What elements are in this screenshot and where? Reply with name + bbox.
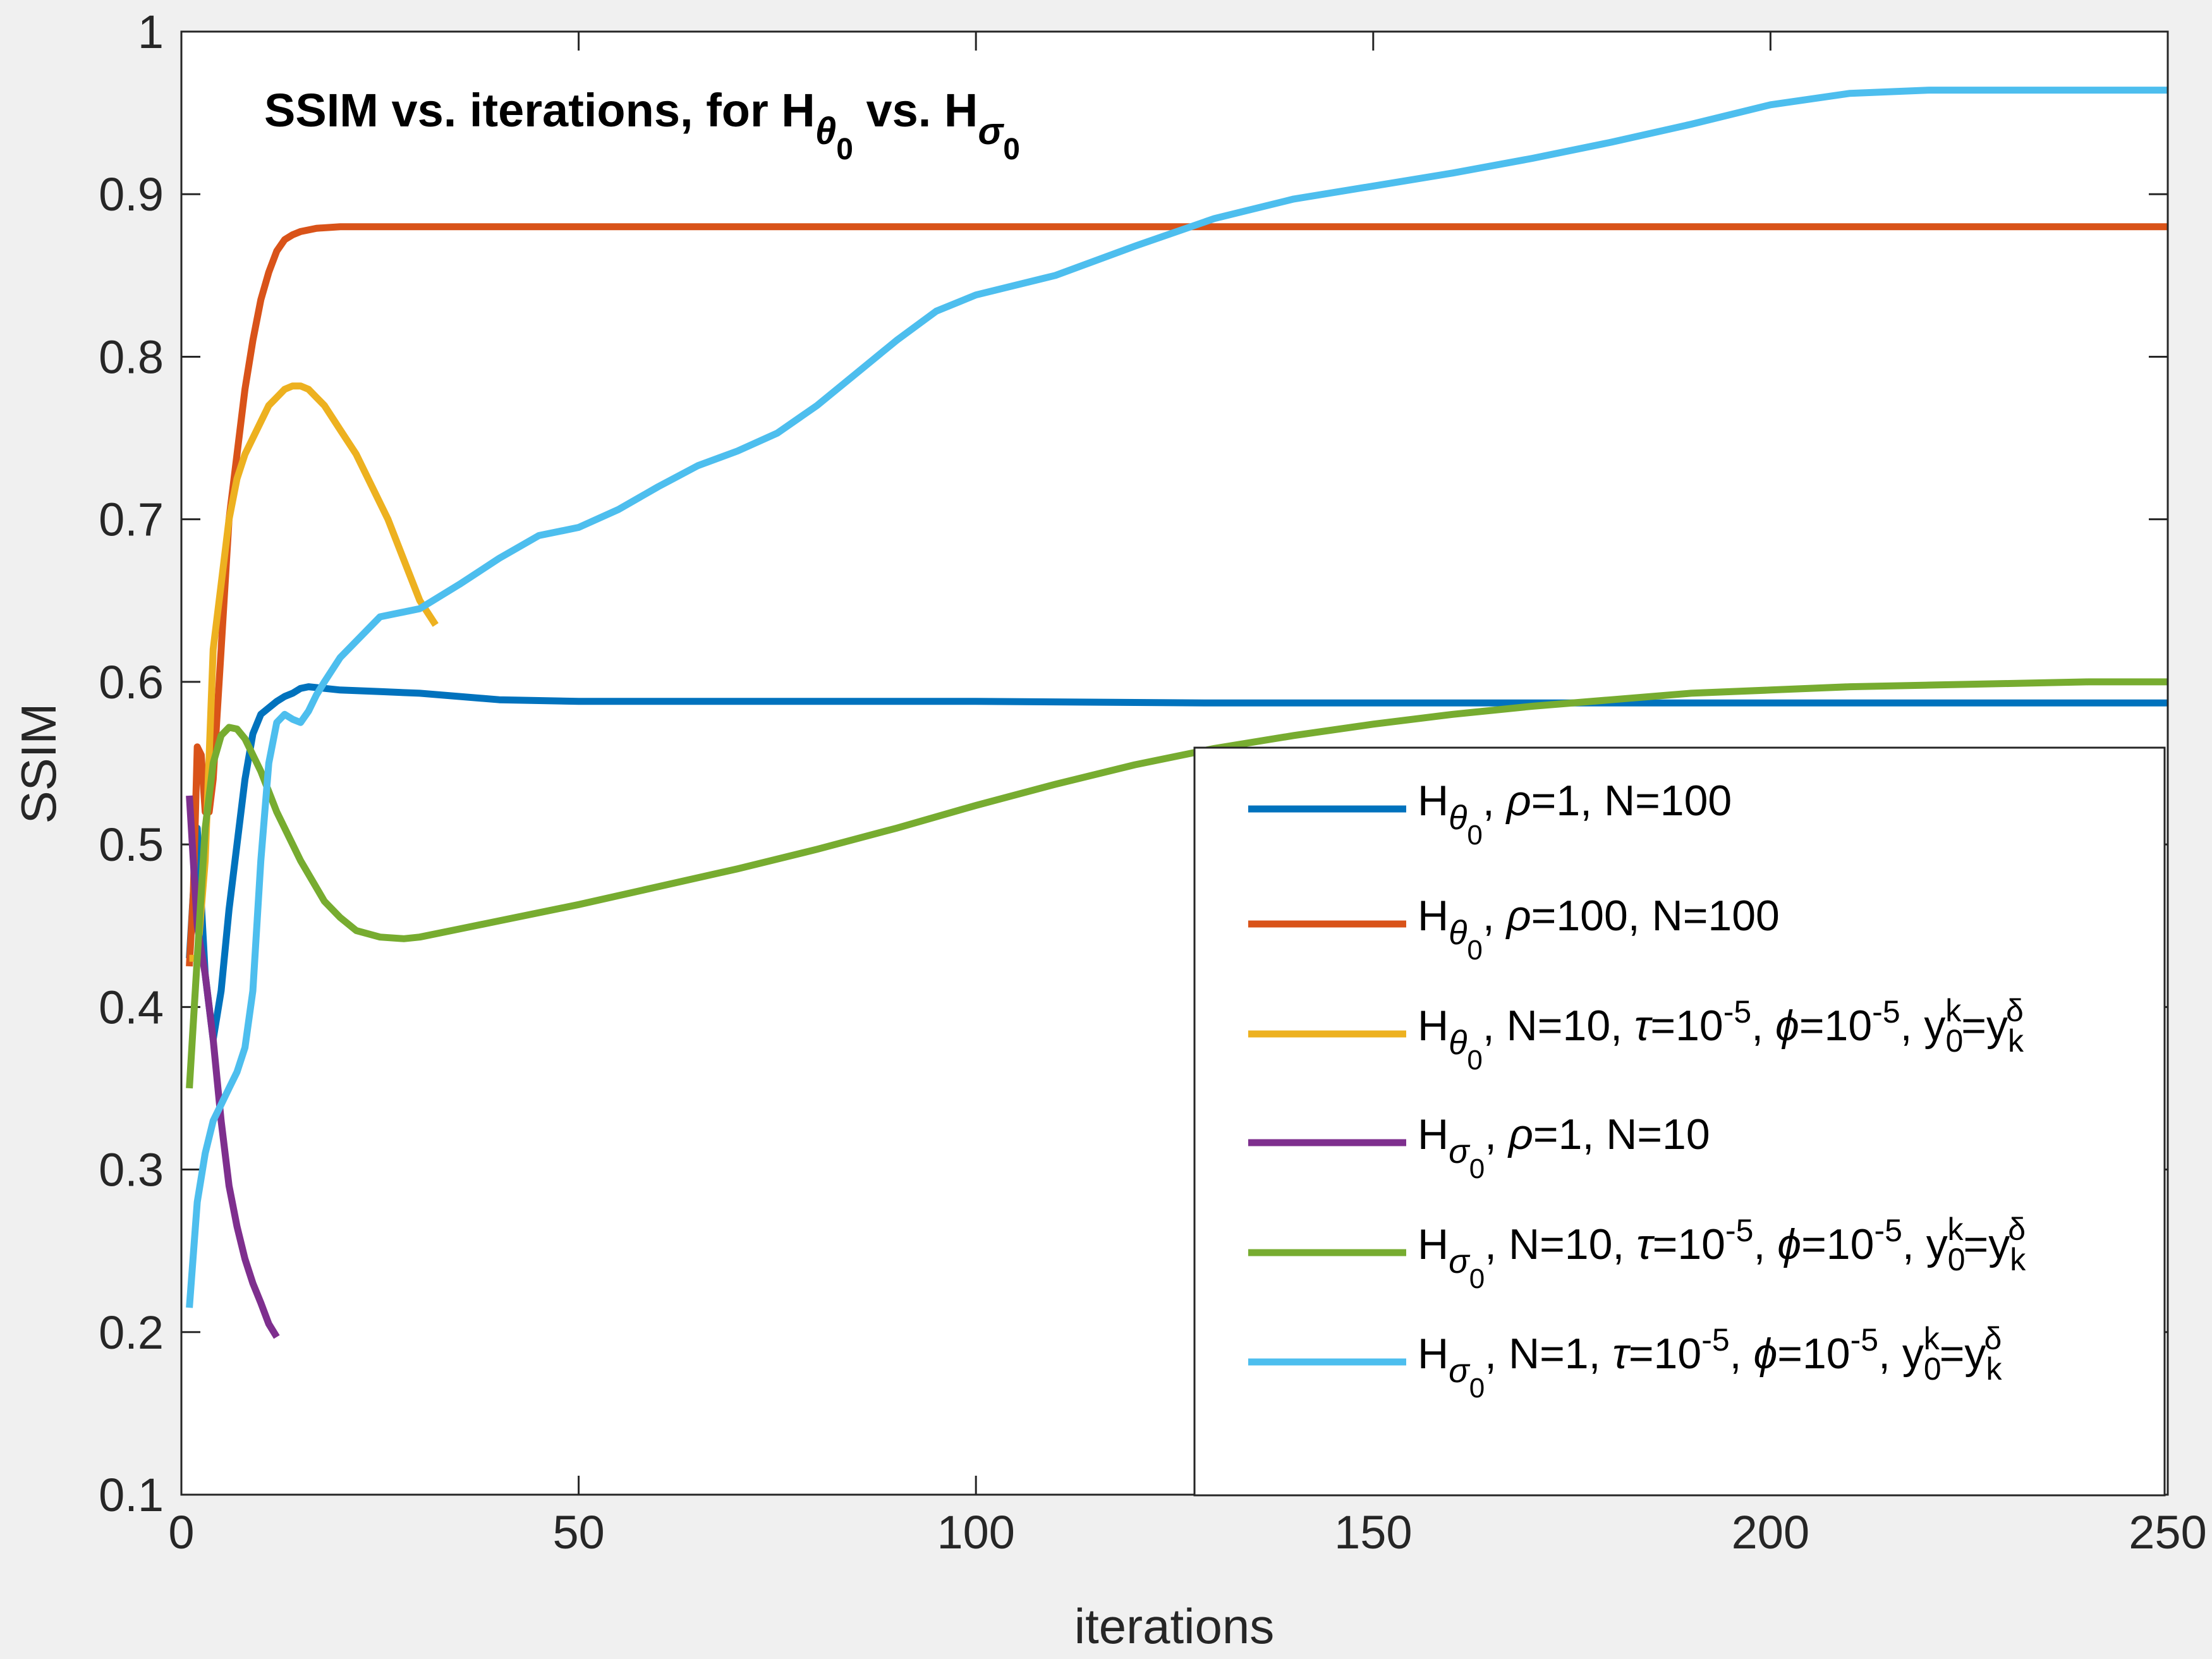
- y-tick-label: 0.4: [99, 981, 164, 1033]
- y-tick-label: 0.7: [99, 494, 164, 546]
- title-middle: vs. H: [853, 84, 978, 137]
- legend-label-1: Hθ0, ρ=1, N=100: [1418, 777, 1732, 851]
- title-prefix: SSIM vs. iterations, for H: [264, 84, 815, 137]
- y-tick-label: 0.1: [99, 1469, 164, 1521]
- y-tick-label: 0.8: [99, 331, 164, 383]
- y-tick-label: 1: [138, 6, 164, 58]
- legend-label-6: Hσ0, N=1, τ=10-5, ϕ=10-5, y0k=ykδ: [1418, 1321, 2002, 1404]
- y-axis: 0.1 0.2 0.3 0.4 0.5 0.6 0.7 0.8 0.9 1: [99, 6, 2168, 1521]
- series-line-3: [189, 382, 439, 962]
- x-tick-label: 50: [552, 1506, 604, 1559]
- y-tick-label: 0.3: [99, 1144, 164, 1196]
- x-tick-label: 0: [168, 1506, 194, 1559]
- legend-box: [1193, 746, 2166, 1497]
- series-line-1: [186, 683, 2168, 1043]
- series-line-6: [186, 87, 2168, 1308]
- legend-label-2: Hθ0, ρ=100, N=100: [1418, 892, 1780, 966]
- series-line-5: [186, 678, 2168, 1089]
- x-tick-label: 100: [937, 1506, 1014, 1559]
- y-tick-label: 0.5: [99, 818, 164, 871]
- x-tick-label: 250: [2129, 1506, 2206, 1559]
- series-layer: [186, 87, 2168, 1339]
- x-tick-label: 200: [1732, 1506, 1809, 1559]
- legend-label-4: Hσ0, ρ=1, N=10: [1418, 1110, 1710, 1184]
- legend-label-5: Hσ0, N=10, τ=10-5, ϕ=10-5, y0k=ykδ: [1418, 1212, 2026, 1294]
- title-sub-theta: θ: [815, 110, 836, 152]
- y-tick-label: 0.2: [99, 1306, 164, 1359]
- title-sub-theta-zero: 0: [836, 133, 853, 166]
- y-axis-label: SSIM: [11, 703, 66, 824]
- y-tick-label: 0.9: [99, 168, 164, 221]
- plot-frame: [180, 30, 2169, 1496]
- y-tick-label: 0.6: [99, 656, 164, 708]
- title-sub-sigma: σ: [978, 110, 1004, 152]
- legend: Hθ0, ρ=1, N=100 Hθ0, ρ=100, N=100 Hθ0, N=1…: [1193, 746, 2166, 1497]
- x-axis: 0 50 100 150 200 250: [168, 32, 2207, 1559]
- title-sub-sigma-zero: 0: [1003, 133, 1020, 166]
- x-tick-label: 150: [1334, 1506, 1412, 1559]
- x-axis-label: iterations: [1074, 1598, 1275, 1654]
- legend-label-3: Hθ0, N=10, τ=10-5, ϕ=10-5, y0k=ykδ: [1418, 993, 2024, 1076]
- series-line-4: [186, 795, 280, 1339]
- chart-title: SSIM vs. iterations, for Hθ0 vs. Hσ0: [264, 84, 1020, 166]
